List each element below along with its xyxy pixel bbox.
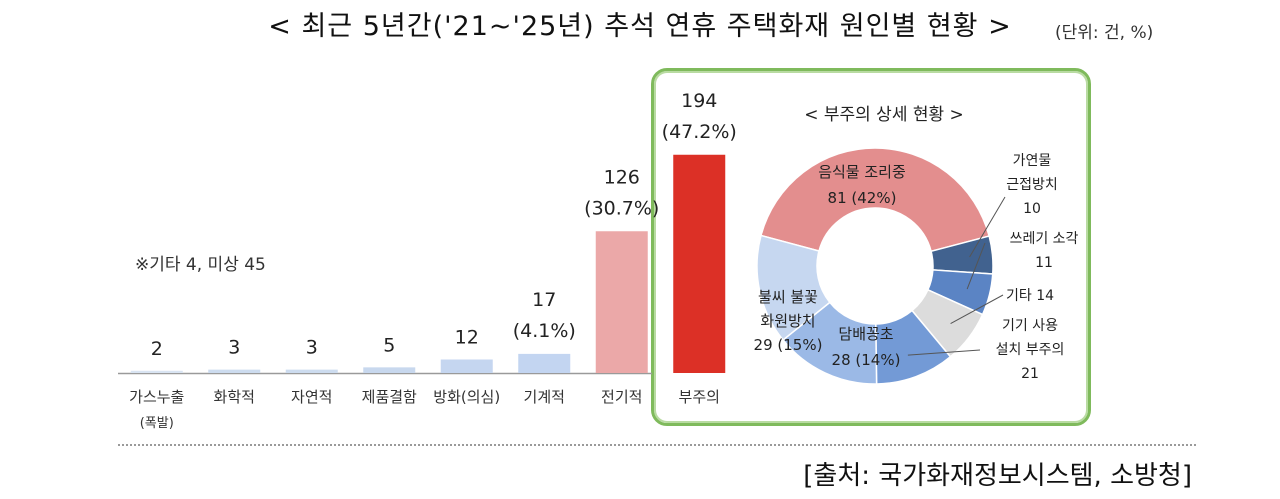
bar-value-label: 17	[532, 289, 556, 311]
donut-label: 설치 부주의	[996, 342, 1065, 358]
bar	[130, 370, 183, 373]
source-label: [출처: 국가화재정보시스템, 소방청]	[803, 461, 1192, 491]
leader-line	[950, 294, 1004, 324]
bar-value-label: 12	[455, 327, 479, 349]
donut-label: 기기 사용	[1002, 318, 1058, 334]
category-label: 방화(의심)	[433, 388, 500, 406]
donut-label: 기타 14	[1006, 288, 1054, 304]
bar	[440, 359, 493, 373]
other-note: ※기타 4, 미상 45	[135, 255, 266, 275]
category-label: 화학적	[214, 388, 255, 406]
bar-value-label: 3	[228, 337, 240, 359]
category-label: 전기적	[601, 388, 642, 406]
bar-value-label: 126	[604, 166, 640, 188]
highlight-box	[651, 68, 1091, 426]
leader-line	[966, 242, 986, 290]
category-label: 기계적	[524, 388, 565, 406]
dotted-divider	[118, 444, 1196, 446]
donut-slice	[760, 147, 991, 253]
donut-label: 쓰레기 소각	[1010, 231, 1079, 247]
bar	[363, 367, 416, 373]
bar-percent-label: (30.7%)	[584, 197, 659, 219]
chart-title: < 최근 5년간('21~'25년) 추석 연휴 주택화재 원인별 현황 >	[268, 11, 1012, 42]
bar-percent-label: (47.2%)	[662, 121, 737, 143]
bar	[208, 369, 261, 373]
bar	[595, 231, 648, 373]
donut-label: 29 (15%)	[754, 336, 823, 354]
bar	[673, 154, 726, 373]
donut-label: 근접방치	[1006, 177, 1058, 193]
bar	[285, 369, 338, 373]
donut-label: 가연물	[1013, 153, 1052, 169]
leader-line	[907, 349, 981, 356]
donut-label: 담배꽁초	[838, 325, 893, 343]
category-label: 자연적	[291, 388, 332, 406]
bar	[518, 353, 571, 373]
category-label: 부주의	[679, 388, 720, 406]
bar-value-label: 3	[306, 337, 318, 359]
donut-slice	[756, 234, 831, 342]
bar-percent-label: (4.1%)	[513, 320, 576, 342]
category-label: 가스누출	[129, 388, 184, 406]
donut-label: 10	[1023, 201, 1041, 217]
donut-label: 81 (42%)	[828, 189, 897, 207]
donut-label: 11	[1035, 255, 1053, 271]
donut-label: 28 (14%)	[832, 351, 901, 369]
donut-label: 화원방치	[760, 312, 815, 330]
bar-value-label: 5	[383, 334, 395, 356]
leader-line	[969, 196, 1006, 258]
bar-value-label: 194	[681, 90, 717, 112]
donut-label: 21	[1021, 366, 1039, 382]
category-label: (폭발)	[140, 416, 174, 431]
donut-label: 불씨 불꽃	[758, 288, 818, 306]
unit-label: (단위: 건, %)	[1055, 23, 1154, 43]
category-label: 제품결함	[362, 388, 417, 406]
bar-value-label: 2	[151, 338, 163, 360]
donut-label: 음식물 조리중	[818, 163, 906, 181]
donut-title: < 부주의 상세 현황 >	[804, 105, 964, 125]
